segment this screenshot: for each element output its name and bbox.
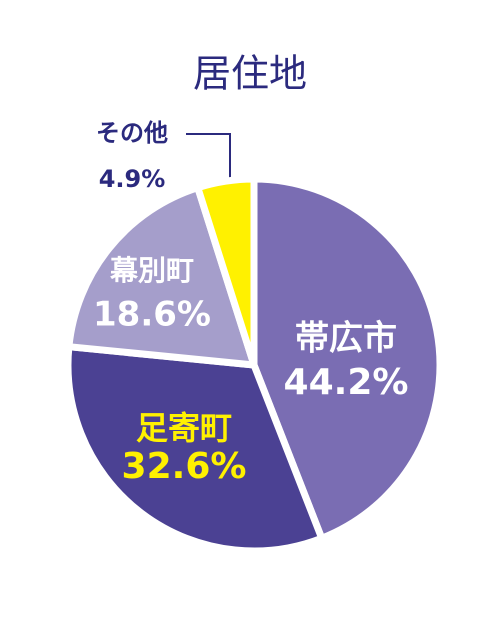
slice-label: その他 [96,119,168,147]
slice-label: 幕別町 [109,254,194,287]
pie-slice [194,175,258,369]
slice-label: 帯広市 [295,319,397,359]
leader-line [186,133,231,190]
value-label: 32.6% [122,446,247,487]
pie-slice [64,343,326,555]
value-label: 18.6% [93,295,211,335]
pie-slice [250,175,444,542]
pie-slice [65,184,258,369]
chart-title: 居住地 [193,52,307,96]
slice-label: 足寄町 [136,409,232,447]
value-label: 44.2% [284,362,409,403]
value-label: 4.9% [99,165,166,193]
